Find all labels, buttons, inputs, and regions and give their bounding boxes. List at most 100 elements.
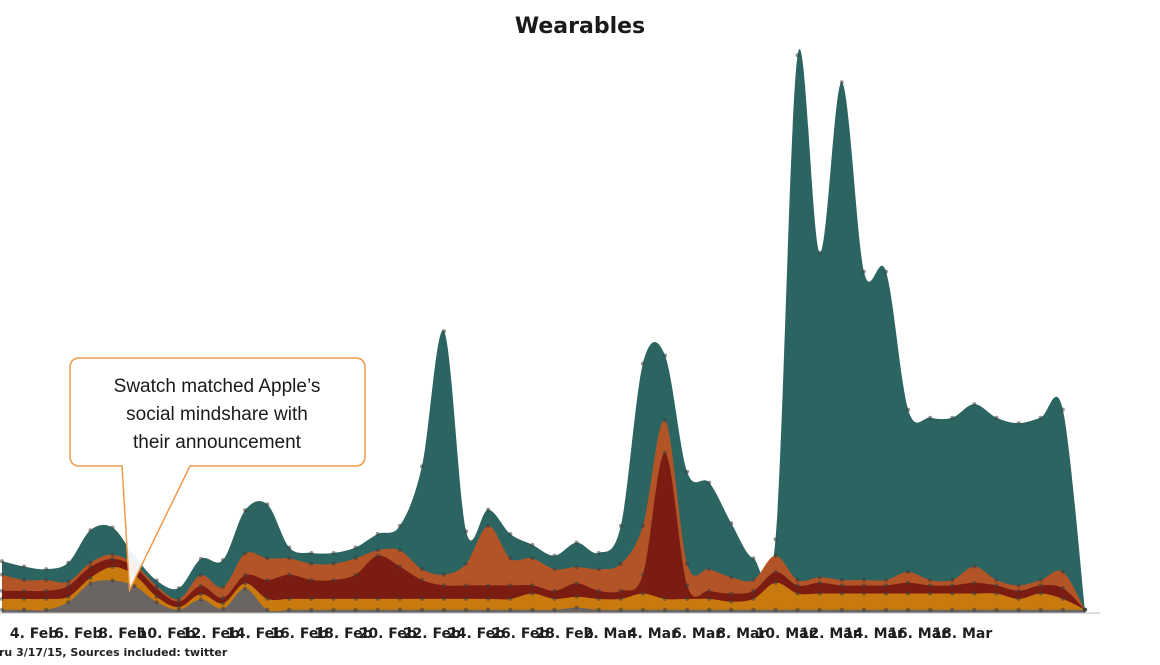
data-point (0, 588, 4, 593)
data-point (464, 583, 469, 588)
data-point (552, 567, 557, 572)
data-point (66, 579, 71, 584)
data-point (1016, 421, 1021, 426)
data-point (884, 577, 888, 582)
data-point (353, 556, 358, 561)
data-point (795, 577, 800, 582)
data-point (596, 607, 601, 612)
data-point (685, 596, 690, 601)
data-point (442, 329, 446, 334)
data-point (640, 607, 645, 612)
data-point (198, 556, 203, 561)
x-tick-label: 10. Feb (138, 626, 196, 642)
data-point (331, 596, 336, 601)
area-series-orange-brown (2, 420, 1085, 613)
data-point (994, 583, 999, 588)
data-point (88, 560, 93, 565)
data-point (508, 607, 513, 612)
data-point (1060, 607, 1065, 612)
data-point (994, 415, 999, 420)
data-point (596, 596, 601, 601)
data-point (928, 591, 933, 596)
data-point (950, 591, 955, 596)
data-point (884, 269, 888, 274)
data-point (442, 607, 446, 612)
data-point (1060, 586, 1065, 591)
data-point (618, 607, 623, 612)
source-footnote: ru 3/17/15, Sources included: twitter (0, 646, 228, 659)
data-point (861, 269, 866, 274)
data-point (44, 567, 49, 572)
data-point (906, 407, 911, 412)
data-point (265, 556, 270, 561)
data-point (707, 567, 712, 572)
data-point (397, 548, 402, 553)
data-point (773, 607, 778, 612)
x-tick-label: 24. Feb (447, 626, 505, 642)
data-point (309, 550, 314, 555)
x-tick-label: 12. Mar (800, 626, 860, 642)
data-point (950, 607, 955, 612)
data-point (397, 596, 402, 601)
data-point (1060, 569, 1065, 574)
data-point (176, 586, 181, 591)
data-point (508, 532, 513, 537)
data-point (574, 605, 579, 610)
data-point (508, 583, 513, 588)
data-point (44, 596, 49, 601)
data-point (154, 583, 159, 588)
x-tick-label: 10. Mar (756, 626, 816, 642)
data-point (663, 596, 667, 601)
x-tick-label: 26. Feb (491, 626, 549, 642)
data-point (751, 607, 756, 612)
data-point (574, 581, 579, 586)
x-tick-label: 28. Feb (535, 626, 593, 642)
data-point (994, 577, 999, 582)
data-point (397, 523, 402, 528)
data-point (464, 596, 469, 601)
data-point (861, 591, 866, 596)
data-point (1038, 583, 1043, 588)
data-point (928, 583, 933, 588)
x-tick-label: 12. Feb (182, 626, 240, 642)
x-tick-label: 8. Mar (716, 626, 766, 642)
data-point (375, 596, 380, 601)
data-point (243, 581, 248, 586)
data-point (1038, 577, 1043, 582)
x-tick-label: 18. Feb (314, 626, 372, 642)
data-point (0, 572, 4, 577)
data-point (1016, 596, 1021, 601)
data-point (198, 592, 203, 597)
data-point (464, 561, 469, 566)
data-point (309, 577, 314, 582)
chart-title: Wearables (515, 14, 645, 39)
x-tick-label: 6. Feb (54, 626, 102, 642)
data-point (596, 567, 601, 572)
data-point (817, 607, 822, 612)
data-point (0, 559, 4, 564)
data-point (221, 601, 225, 606)
data-point (640, 591, 645, 596)
data-point (552, 596, 557, 601)
data-point (66, 560, 71, 565)
data-point (1060, 407, 1065, 412)
data-point (884, 607, 888, 612)
data-point (419, 577, 424, 582)
data-point (486, 523, 491, 528)
data-point (839, 80, 844, 85)
data-point (751, 577, 756, 582)
data-point (265, 577, 270, 582)
data-point (906, 591, 911, 596)
data-point (751, 588, 756, 593)
data-point (729, 575, 734, 580)
data-point (221, 585, 225, 590)
data-point (773, 537, 778, 542)
x-tick-label: 16. Feb (270, 626, 328, 642)
data-point (309, 561, 314, 566)
data-point (795, 583, 800, 588)
data-point (574, 594, 579, 599)
data-point (88, 565, 93, 570)
data-point (176, 596, 181, 601)
data-point (353, 607, 358, 612)
